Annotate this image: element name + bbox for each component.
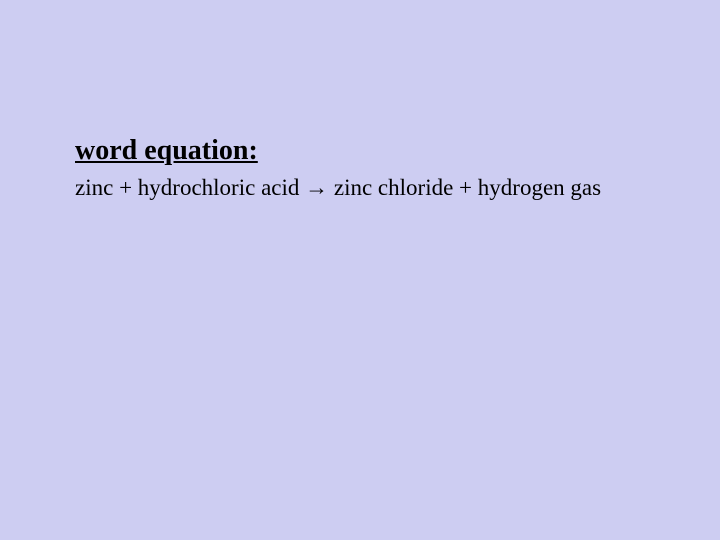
product-1: zinc chloride (334, 175, 453, 200)
plus-1: + (113, 175, 137, 200)
plus-2: + (453, 175, 477, 200)
reactant-2: hydrochloric acid (138, 175, 300, 200)
slide-container: word equation: zinc + hydrochloric acid … (0, 0, 720, 540)
equation-line: zinc + hydrochloric acid → zinc chloride… (75, 175, 645, 201)
heading-text: word equation: (75, 135, 258, 166)
reactant-1: zinc (75, 175, 113, 200)
slide-heading: word equation: (75, 135, 645, 167)
arrow-icon: → (299, 175, 334, 200)
product-2: hydrogen gas (478, 175, 601, 200)
